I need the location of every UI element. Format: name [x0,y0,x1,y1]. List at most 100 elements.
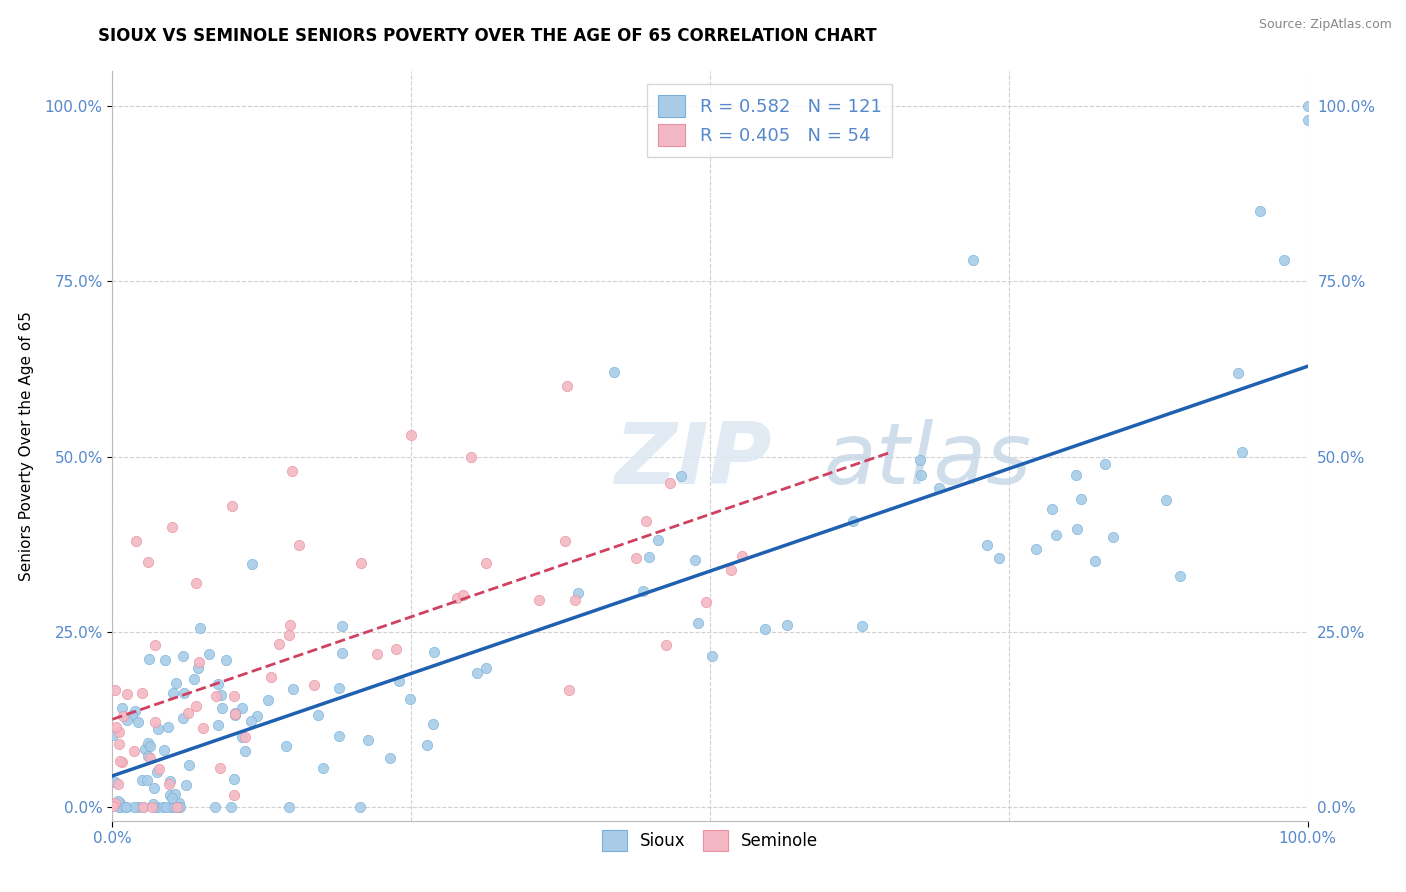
Point [754,622,776,636]
Point [143,781,166,796]
Text: SIOUX VS SEMINOLE SENIORS POVERTY OVER THE AGE OF 65 CORRELATION CHART: SIOUX VS SEMINOLE SENIORS POVERTY OVER T… [98,27,877,45]
Point [122,744,145,758]
Point [165,676,187,690]
Point [104,720,127,734]
Point [224,706,246,720]
Point [1227,367,1250,381]
Point [187,661,209,675]
Point [695,595,717,609]
Point [160,791,183,805]
Point [127,715,149,730]
Point [1045,527,1067,541]
Point [139,751,162,765]
Point [108,796,131,810]
Point [278,617,301,632]
Point [567,586,589,600]
Point [1070,492,1092,507]
Point [636,514,658,528]
Point [104,683,127,698]
Point [204,799,226,814]
Point [108,724,131,739]
Point [148,722,170,736]
Point [399,692,422,706]
Point [107,737,129,751]
Point [647,533,669,548]
Point [115,713,138,727]
Point [475,660,498,674]
Point [962,253,984,268]
Point [851,619,873,633]
Y-axis label: Seniors Poverty Over the Age of 65: Seniors Poverty Over the Age of 65 [18,311,34,581]
Point [683,552,706,566]
Point [145,799,167,814]
Point [134,742,156,756]
Point [260,670,283,684]
Point [115,799,138,814]
Point [138,555,160,569]
Point [167,796,190,810]
Point [624,550,647,565]
Point [311,761,333,775]
Point [720,563,742,577]
Point [1094,457,1116,471]
Point [1272,253,1295,268]
Point [1084,554,1107,568]
Point [111,755,134,769]
Point [378,751,401,765]
Point [446,591,468,605]
Point [131,686,153,700]
Point [107,794,129,808]
Point [172,711,194,725]
Point [276,739,298,753]
Point [215,653,238,667]
Point [686,615,709,630]
Point [143,715,166,730]
Point [603,366,626,380]
Point [1066,521,1088,535]
Point [474,556,496,570]
Point [1066,468,1088,483]
Point [776,618,799,632]
Point [451,588,474,602]
Point [242,557,264,571]
Point [159,774,181,789]
Text: ZIP: ZIP [614,419,772,502]
Point [143,638,166,652]
Point [1156,493,1178,508]
Point [162,799,184,814]
Point [1040,502,1063,516]
Point [131,773,153,788]
Point [125,533,148,548]
Point [328,729,350,743]
Point [155,799,177,814]
Point [101,728,124,742]
Point [555,379,578,393]
Point [330,618,353,632]
Point [177,706,200,720]
Point [107,777,129,791]
Point [281,682,304,697]
Text: atlas: atlas [824,419,1032,502]
Point [211,700,233,714]
Point [138,652,160,666]
Point [1101,530,1123,544]
Point [115,799,138,814]
Point [104,796,127,810]
Point [233,731,256,745]
Point [246,709,269,723]
Point [1296,113,1319,128]
Point [176,778,198,792]
Point [160,799,183,814]
Point [239,714,262,729]
Point [127,799,149,814]
Point [108,799,131,814]
Point [177,758,200,772]
Point [136,749,159,764]
Point [277,799,299,814]
Point [304,678,326,692]
Point [124,704,146,718]
Point [908,453,931,467]
Point [529,592,551,607]
Point [121,707,143,722]
Point [162,686,184,700]
